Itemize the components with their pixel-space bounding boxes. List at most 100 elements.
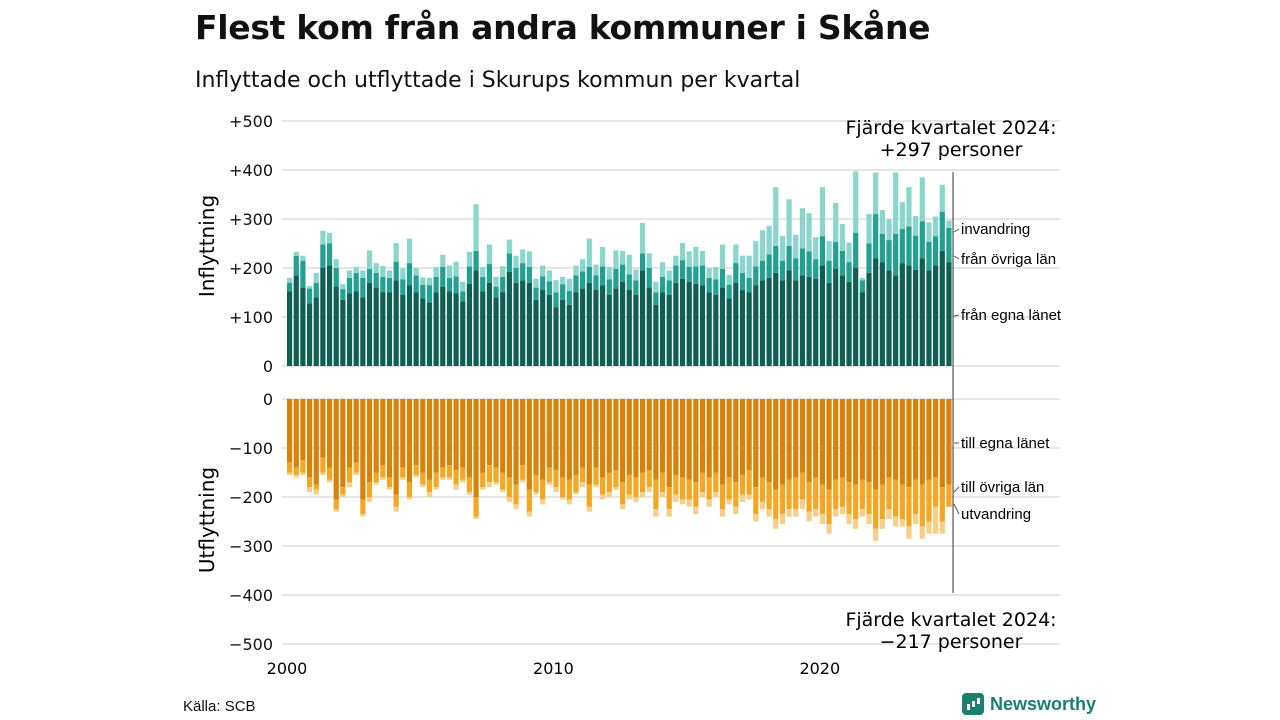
bar-inflytt-segment — [333, 268, 339, 287]
bar-utflytt-segment — [806, 511, 812, 522]
bar-utflytt-segment — [639, 472, 646, 493]
bar-utflytt-segment — [746, 399, 752, 471]
bar-inflytt-segment — [480, 267, 486, 277]
bar-utflytt-segment — [679, 399, 686, 478]
bar-inflytt-segment — [859, 280, 865, 293]
bar-utflytt-segment — [666, 399, 672, 488]
bar-inflytt-segment — [620, 281, 626, 366]
bar-inflytt-segment — [926, 270, 932, 366]
bar-inflytt-segment — [946, 227, 952, 263]
bar-utflytt-segment — [533, 492, 539, 495]
bar-inflytt-segment — [440, 286, 446, 366]
bar-inflytt-segment — [806, 276, 812, 366]
y-tick-label: −300 — [229, 537, 273, 556]
bar-inflytt-segment — [366, 268, 373, 283]
bar-utflytt-segment — [766, 482, 772, 510]
bar-utflytt-segment — [646, 470, 652, 488]
bar-utflytt-segment — [879, 519, 885, 529]
bar-inflytt-segment — [520, 263, 526, 281]
bar-inflytt-segment — [853, 171, 859, 233]
bar-inflytt-segment — [693, 246, 699, 267]
bar-utflytt-segment — [346, 399, 353, 468]
bar-utflytt-segment — [533, 474, 539, 493]
bar-inflytt-segment — [713, 279, 719, 295]
bar-utflytt-segment — [446, 465, 453, 478]
bar-inflytt-segment — [426, 302, 433, 366]
bar-inflytt-segment — [639, 270, 646, 366]
bar-utflytt-segment — [653, 399, 659, 480]
series-label-bottom: utvandring — [961, 506, 1031, 523]
source-note: Källa: SCB — [183, 698, 256, 715]
bar-inflytt-segment — [819, 265, 825, 366]
bar-inflytt-segment — [540, 290, 546, 366]
bar-utflytt-segment — [899, 484, 905, 520]
bar-inflytt-segment — [553, 292, 559, 308]
bar-utflytt-segment — [713, 472, 719, 493]
series-label-top: från övriga län — [961, 251, 1056, 268]
bar-utflytt-segment — [293, 399, 299, 468]
bar-inflytt-segment — [613, 288, 619, 366]
bar-utflytt-segment — [819, 484, 825, 515]
bar-inflytt-segment — [693, 283, 699, 366]
bar-inflytt-segment — [453, 293, 459, 366]
bar-utflytt-segment — [626, 494, 632, 500]
bar-inflytt-segment — [440, 267, 446, 287]
bar-utflytt-segment — [719, 399, 726, 485]
bar-utflytt-segment — [433, 399, 439, 473]
bar-utflytt-segment — [600, 399, 606, 478]
bar-inflytt-segment — [526, 267, 532, 283]
bar-inflytt-segment — [833, 268, 839, 366]
bar-utflytt-segment — [613, 470, 619, 488]
series-label-bottom: till övriga län — [961, 479, 1044, 496]
bar-inflytt-segment — [593, 290, 599, 366]
bar-inflytt-segment — [686, 251, 692, 268]
annotation-top-line2: +297 personer — [880, 139, 1023, 161]
bar-inflytt-segment — [540, 276, 546, 291]
bar-inflytt-segment — [933, 236, 939, 266]
bar-inflytt-segment — [313, 297, 319, 366]
bar-inflytt-segment — [786, 270, 792, 366]
bar-inflytt-segment — [300, 260, 306, 288]
bar-utflytt-segment — [333, 509, 339, 512]
bar-inflytt-segment — [799, 248, 806, 276]
bar-utflytt-segment — [293, 467, 299, 475]
bar-utflytt-segment — [326, 467, 333, 480]
bar-inflytt-segment — [833, 242, 839, 269]
bar-utflytt-segment — [486, 465, 492, 483]
bar-inflytt-segment — [513, 268, 519, 283]
bar-utflytt-segment — [540, 399, 546, 480]
bar-utflytt-segment — [313, 399, 319, 485]
bar-utflytt-segment — [773, 489, 779, 520]
bar-utflytt-segment — [699, 492, 706, 497]
bar-utflytt-segment — [500, 472, 506, 490]
bar-utflytt-segment — [300, 472, 306, 475]
bar-inflytt-segment — [613, 250, 619, 269]
bar-inflytt-segment — [773, 187, 779, 246]
bar-utflytt-segment — [560, 497, 566, 500]
bar-inflytt-segment — [287, 291, 293, 366]
bar-inflytt-segment — [926, 242, 932, 271]
bar-utflytt-segment — [779, 484, 786, 515]
bar-inflytt-segment — [939, 250, 945, 366]
bar-inflytt-segment — [673, 255, 679, 266]
bar-utflytt-segment — [473, 497, 479, 517]
bar-inflytt-segment — [919, 177, 925, 222]
bar-utflytt-segment — [533, 399, 539, 475]
bar-inflytt-segment — [639, 253, 646, 271]
bar-inflytt-segment — [939, 184, 945, 212]
bar-inflytt-segment — [433, 292, 439, 366]
bar-utflytt-segment — [613, 399, 619, 471]
bar-utflytt-segment — [540, 499, 546, 505]
bar-inflytt-segment — [706, 268, 712, 278]
bar-utflytt-segment — [713, 399, 719, 473]
y-tick-label: −200 — [229, 488, 273, 507]
bar-inflytt-segment — [746, 277, 752, 293]
series-label-connector — [953, 255, 960, 260]
bar-inflytt-segment — [853, 232, 859, 268]
bar-inflytt-segment — [406, 238, 413, 264]
bar-inflytt-segment — [686, 267, 692, 282]
bar-inflytt-segment — [500, 276, 506, 293]
bar-utflytt-segment — [566, 399, 572, 480]
bar-utflytt-segment — [853, 519, 859, 529]
